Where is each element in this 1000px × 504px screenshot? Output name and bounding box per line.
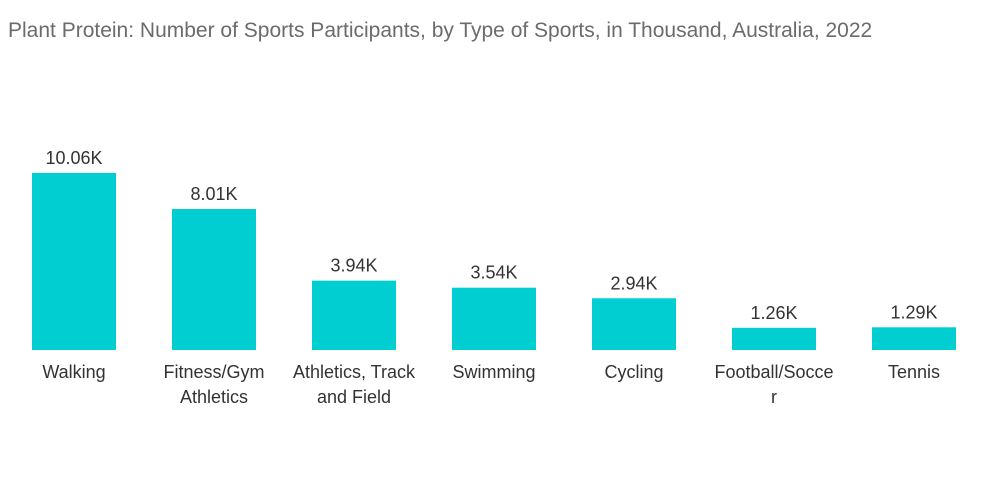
category-label-2-line-2: Athletics (180, 387, 248, 407)
bar-3 (312, 280, 396, 350)
category-label-5: Cycling (604, 362, 663, 382)
chart-title: Plant Protein: Number of Sports Particip… (8, 19, 873, 42)
bar-2 (172, 209, 256, 350)
category-label-6-line-1: Football/Socce (714, 362, 833, 382)
category-label-1: Walking (42, 362, 105, 382)
value-label-7: 1.29K (890, 302, 937, 322)
category-label-3-line-1: Athletics, Track (293, 362, 416, 382)
value-label-6: 1.26K (750, 303, 797, 323)
category-label-4: Swimming (452, 362, 535, 382)
value-label-4: 3.54K (470, 263, 517, 283)
bar-5 (592, 298, 676, 350)
value-label-3: 3.94K (330, 256, 377, 276)
value-label-2: 8.01K (190, 184, 237, 204)
bar-7 (872, 327, 956, 350)
category-label-3-line-2: and Field (317, 387, 391, 407)
bar-6 (732, 327, 816, 350)
bar-1 (32, 172, 116, 350)
category-label-2-line-1: Fitness/Gym (163, 362, 264, 382)
value-label-1: 10.06K (45, 148, 102, 168)
category-label-6-line-2: r (771, 387, 777, 407)
category-label-7: Tennis (888, 362, 940, 382)
value-label-5: 2.94K (610, 273, 657, 293)
bar-4 (452, 287, 536, 350)
